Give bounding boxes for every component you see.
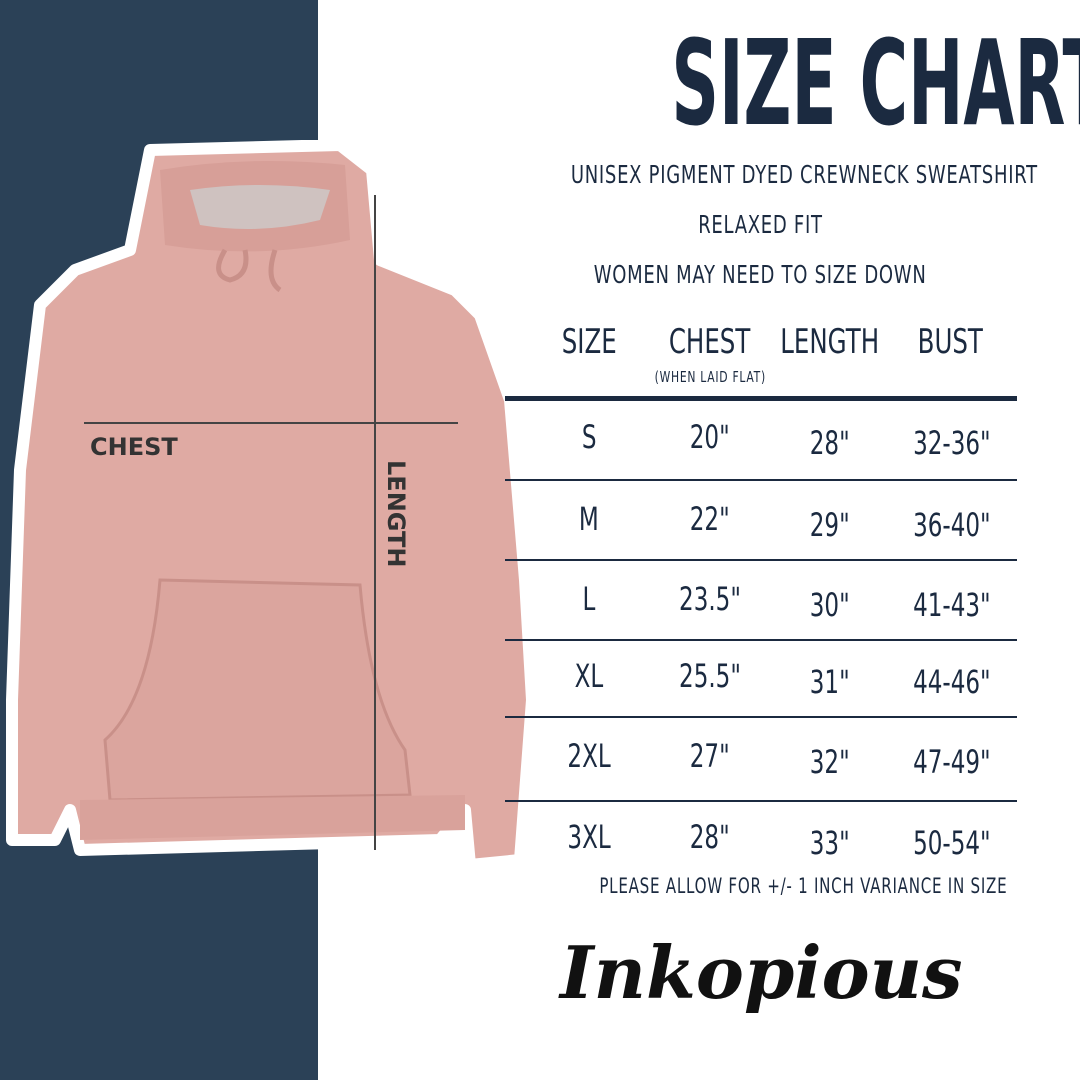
- cell-size: M: [579, 500, 599, 538]
- row-divider: [505, 800, 1017, 802]
- chest-label: CHEST: [90, 433, 178, 461]
- row-divider: [505, 479, 1017, 481]
- header-divider: [505, 396, 1017, 401]
- cell-length: 29": [810, 506, 850, 544]
- cell-length: 33": [810, 824, 850, 862]
- cell-bust: 44-46": [913, 663, 991, 701]
- header-size: SIZE: [561, 322, 617, 362]
- cell-chest: 23.5": [679, 580, 741, 618]
- hoodie-diagram: CHEST LENGTH: [6, 140, 538, 871]
- row-divider: [505, 716, 1017, 718]
- cell-size: L: [582, 580, 596, 618]
- row-divider: [505, 639, 1017, 641]
- cell-size: S: [581, 418, 597, 456]
- cell-length: 32": [810, 743, 850, 781]
- row-divider: [505, 559, 1017, 561]
- cell-size: XL: [574, 657, 604, 695]
- cell-bust: 50-54": [913, 824, 991, 862]
- cell-length: 31": [810, 663, 850, 701]
- cell-bust: 41-43": [913, 586, 991, 624]
- cell-bust: 47-49": [913, 743, 991, 781]
- cell-chest: 28": [690, 818, 730, 856]
- cell-chest: 20": [690, 418, 730, 456]
- brand-logo: Inkopious: [560, 930, 963, 1015]
- cell-length: 30": [810, 586, 850, 624]
- header-chest: CHEST: [669, 322, 751, 362]
- page-title: SIZE CHART: [671, 14, 1080, 152]
- chest-note: (WHEN LAID FLAT): [654, 368, 766, 386]
- subtitle-fit: RELAXED FIT: [697, 210, 823, 239]
- cell-chest: 27": [690, 737, 730, 775]
- cell-size: 3XL: [567, 818, 611, 856]
- length-label: LENGTH: [382, 460, 410, 568]
- header-length: LENGTH: [780, 322, 880, 362]
- subtitle-product: UNISEX PIGMENT DYED CREWNECK SWEATSHIRT: [570, 160, 1038, 189]
- cell-length: 28": [810, 424, 850, 462]
- cell-size: 2XL: [567, 737, 611, 775]
- hoodie-image: [6, 140, 538, 871]
- variance-note: PLEASE ALLOW FOR +/- 1 INCH VARIANCE IN …: [599, 874, 1008, 898]
- cell-chest: 22": [690, 500, 730, 538]
- subtitle-sizing-note: WOMEN MAY NEED TO SIZE DOWN: [593, 260, 927, 289]
- cell-bust: 32-36": [913, 424, 991, 462]
- header-bust: BUST: [917, 322, 983, 362]
- cell-chest: 25.5": [679, 657, 741, 695]
- cell-bust: 36-40": [913, 506, 991, 544]
